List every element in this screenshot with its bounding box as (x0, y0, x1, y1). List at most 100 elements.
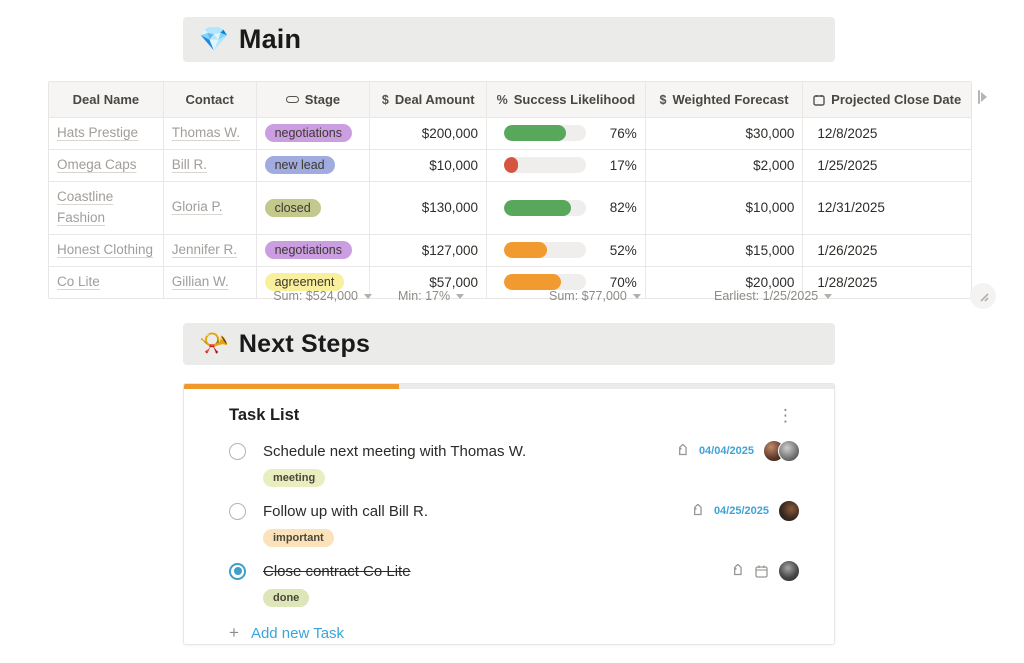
column-header-deal-amount[interactable]: $ Deal Amount (370, 82, 488, 117)
forecast-cell[interactable]: $15,000 (646, 234, 804, 266)
next-steps-section-header[interactable]: 📯 Next Steps (183, 323, 835, 365)
contact-cell[interactable]: Jennifer R. (171, 241, 238, 257)
tag-icon[interactable] (675, 443, 690, 459)
close-date-cell[interactable]: 12/8/2025 (817, 125, 878, 141)
avatar (778, 500, 800, 522)
task-item: Follow up with call Bill R. 04/25/2025 i… (229, 500, 800, 547)
task-checkbox[interactable] (229, 442, 246, 460)
expand-columns-icon[interactable] (978, 90, 987, 104)
forecast-cell[interactable]: $2,000 (646, 149, 804, 181)
tag-icon[interactable] (690, 503, 705, 519)
close-date-cell[interactable]: 1/28/2025 (817, 274, 878, 290)
tag-icon[interactable] (730, 563, 745, 579)
contact-cell[interactable]: Thomas W. (171, 125, 241, 140)
progress-bar (504, 199, 587, 216)
stage-badge[interactable]: agreement (264, 273, 345, 292)
forecast-cell[interactable]: $20,000 (646, 266, 804, 298)
forecast-cell[interactable]: $30,000 (646, 118, 804, 149)
column-header-deal-name[interactable]: Deal Name (49, 82, 164, 117)
table-row[interactable]: Honest Clothing Jennifer R. negotiations… (49, 234, 971, 267)
summary-forecast[interactable]: Sum: $77,000 (539, 289, 697, 303)
progress-bar (504, 125, 587, 142)
task-due-date[interactable]: 04/04/2025 (698, 445, 754, 457)
likelihood-cell[interactable]: 70% (487, 266, 646, 298)
table-row[interactable]: Hats Prestige Thomas W. negotiations $20… (49, 118, 971, 150)
close-date-cell[interactable]: 1/26/2025 (817, 242, 878, 258)
summary-close-date[interactable]: Earliest: 1/25/2025 (697, 289, 865, 303)
progress-bar (504, 242, 587, 259)
deal-amount-cell[interactable]: $130,000 (370, 181, 488, 234)
progress-bar (504, 157, 587, 174)
main-section-title: Main (238, 24, 302, 54)
deal-name-cell[interactable]: Hats Prestige (57, 125, 139, 140)
column-label: Deal Amount (394, 92, 475, 107)
task-item: Close contract Co Lite done (229, 560, 800, 607)
task-tag-badge[interactable]: done (263, 589, 310, 607)
task-tag-badge[interactable]: meeting (263, 469, 326, 487)
column-header-success-likelihood[interactable]: % Success Likelihood (487, 82, 646, 117)
table-row[interactable]: Coastline Fashion Gloria P. closed $130,… (49, 181, 971, 235)
table-row[interactable]: Omega Caps Bill R. new lead $10,000 17% … (49, 149, 971, 182)
stage-badge[interactable]: closed (264, 198, 321, 217)
summary-likelihood[interactable]: Min: 17% (380, 289, 539, 303)
chevron-down-icon (364, 293, 372, 299)
column-header-weighted-forecast[interactable]: $ Weighted Forecast (646, 82, 804, 117)
calendar-icon (813, 94, 825, 106)
task-label[interactable]: Schedule next meeting with Thomas W. (263, 442, 527, 460)
task-label[interactable]: Close contract Co Lite (263, 562, 411, 580)
stage-pill-icon (285, 96, 299, 103)
close-date-cell[interactable]: 1/25/2025 (817, 157, 878, 173)
table-summary-row: Sum: $524,000 Min: 17% Sum: $77,000 Earl… (48, 289, 972, 303)
kebab-menu-icon[interactable]: ⋮ (777, 406, 794, 425)
deal-amount-cell[interactable]: $127,000 (370, 234, 488, 266)
task-due-date[interactable]: 04/25/2025 (713, 505, 769, 517)
contact-cell[interactable]: Gillian W. (171, 273, 229, 289)
likelihood-cell[interactable]: 17% (487, 149, 646, 181)
summary-deal-amount[interactable]: Sum: $524,000 (48, 289, 380, 303)
task-label[interactable]: Follow up with call Bill R. (263, 502, 429, 520)
contact-cell[interactable]: Bill R. (171, 156, 208, 172)
column-label: Deal Name (72, 92, 140, 107)
stage-badge[interactable]: new lead (264, 156, 335, 175)
stage-badge[interactable]: negotiations (264, 124, 352, 143)
resize-handle-icon[interactable] (970, 283, 996, 309)
deal-name-cell[interactable]: Coastline Fashion (57, 188, 114, 225)
deal-name-cell[interactable]: Co Lite (57, 273, 100, 289)
column-label: Success Likelihood (513, 92, 636, 107)
task-item: Schedule next meeting with Thomas W. 04/… (229, 440, 800, 487)
column-header-projected-close-date[interactable]: Projected Close Date (803, 82, 971, 117)
deal-amount-cell[interactable]: $57,000 (370, 266, 488, 298)
contact-cell[interactable]: Gloria P. (171, 199, 223, 215)
progress-bar (504, 274, 587, 291)
column-header-contact[interactable]: Contact (164, 82, 257, 117)
table-row[interactable]: Co Lite Gillian W. agreement $57,000 70%… (49, 266, 971, 298)
add-new-task-button[interactable]: + Add new Task (229, 623, 800, 643)
postal-horn-icon: 📯 (199, 330, 229, 357)
gem-icon: 💎 (199, 25, 229, 53)
column-header-stage[interactable]: Stage (257, 82, 371, 117)
deal-name-cell[interactable]: Omega Caps (57, 156, 137, 172)
task-assignees[interactable] (778, 560, 800, 582)
likelihood-value: 70% (609, 274, 637, 290)
stage-badge[interactable]: negotiations (264, 241, 352, 260)
forecast-cell[interactable]: $10,000 (646, 181, 804, 234)
deal-amount-cell[interactable]: $10,000 (370, 149, 488, 181)
deal-name-cell[interactable]: Honest Clothing (57, 241, 154, 257)
main-section-header[interactable]: 💎 Main (183, 17, 835, 62)
task-tag-badge[interactable]: important (263, 529, 334, 547)
task-checkbox-checked[interactable] (229, 562, 246, 580)
task-assignees[interactable] (763, 440, 800, 462)
likelihood-value: 52% (609, 242, 637, 258)
deals-table: Deal Name Contact Stage $ Deal Amount % Su… (48, 81, 972, 299)
likelihood-cell[interactable]: 82% (487, 181, 646, 234)
column-label: Projected Close Date (831, 92, 962, 107)
calendar-icon[interactable] (754, 564, 769, 579)
likelihood-cell[interactable]: 52% (487, 234, 646, 266)
deal-amount-cell[interactable]: $200,000 (370, 118, 488, 149)
close-date-cell[interactable]: 12/31/2025 (817, 200, 885, 216)
task-checkbox[interactable] (229, 502, 246, 520)
likelihood-cell[interactable]: 76% (487, 118, 646, 149)
add-task-label: Add new Task (250, 624, 345, 642)
task-assignees[interactable] (778, 500, 800, 522)
